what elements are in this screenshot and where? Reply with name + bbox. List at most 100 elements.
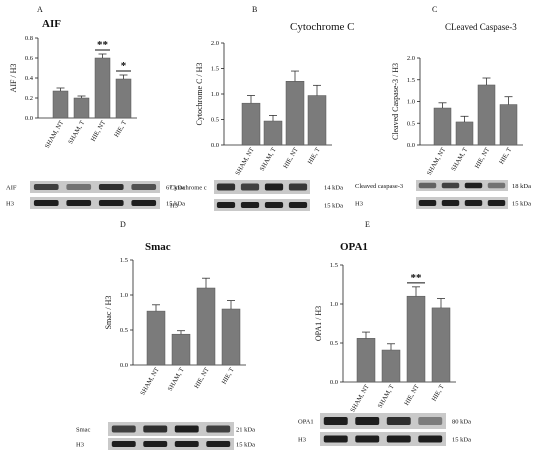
blot-strip: [320, 413, 446, 429]
panel-e: E OPA1 0.0 0.5 1.0 1.5 OPA1 / H3 SHAM, NT SHAM, …: [298, 220, 471, 446]
panel-letter: D: [120, 220, 126, 229]
bar: [499, 104, 518, 146]
x-tick-label: SHAM, NT: [44, 119, 65, 149]
blot-kda-label: 15 kDa: [512, 200, 531, 207]
blot-band: [288, 183, 308, 191]
bar: [356, 338, 376, 383]
panel-title: CLeaved Caspase-3: [445, 22, 517, 32]
blot-band: [174, 441, 199, 447]
panel-letter: E: [365, 220, 370, 229]
y-tick-label: 0.0: [407, 142, 415, 149]
y-tick-label: 1.0: [211, 91, 219, 98]
bar: [381, 349, 401, 383]
blot-band: [216, 183, 236, 191]
blot-band: [441, 182, 460, 189]
blot-kda-label: 18 kDa: [512, 183, 531, 190]
significance-marker: **: [411, 272, 423, 284]
blot-band: [323, 435, 348, 443]
y-axis-label: Cytochrome C / H3: [195, 63, 204, 126]
blot-strip: [30, 197, 160, 209]
blot-band: [418, 417, 443, 425]
blot-band: [355, 417, 380, 425]
blot-strip: [214, 199, 310, 211]
blot-band: [33, 184, 59, 190]
bar: [285, 81, 305, 146]
panel-letter: A: [37, 5, 43, 14]
blot-kda-label: 80 kDa: [452, 418, 471, 425]
x-tick-label: SHAM, T: [67, 119, 86, 145]
x-tick-label: HIE, NT: [282, 146, 299, 169]
bar: [52, 90, 69, 119]
panel-title: Smac: [145, 241, 171, 253]
x-tick-label: HIE, NT: [474, 146, 491, 169]
panel-title: AIF: [42, 18, 61, 30]
x-tick-label: HIE, T: [113, 119, 128, 138]
blot-label: H3: [76, 441, 84, 448]
y-tick-label: 1.0: [407, 99, 415, 106]
blot-band: [206, 441, 231, 447]
blot-band: [386, 435, 411, 443]
blot-band: [98, 184, 124, 190]
y-tick-label: 0.5: [211, 117, 219, 124]
y-tick-label: 0.0: [211, 142, 219, 149]
blot-band: [111, 425, 136, 433]
blot-kda-label: 21 kDa: [236, 426, 255, 433]
blot-strip: [416, 180, 508, 191]
panel-b: B Cytochrome C 0.0 0.5 1.0 1.5 2.0 Cytochrome C…: [170, 5, 354, 211]
blot-band: [240, 183, 260, 191]
blot-strip: [214, 180, 310, 194]
bar: [73, 97, 90, 119]
x-tick-label: HIE, NT: [90, 119, 107, 142]
blot-band: [98, 200, 124, 206]
bar: [196, 287, 216, 366]
y-tick-label: 0.5: [120, 327, 128, 334]
bar: [241, 102, 261, 146]
y-axis-label: AIF / H3: [9, 64, 18, 93]
blot-band: [174, 425, 199, 433]
y-tick-label: 1.5: [120, 257, 128, 264]
y-axis-label: OPA1 / H3: [314, 306, 323, 341]
x-tick-label: HIE, T: [431, 383, 446, 402]
bar: [94, 57, 111, 119]
panel-title: OPA1: [340, 241, 368, 253]
blot-band: [66, 184, 92, 190]
y-tick-label: 1.5: [407, 77, 415, 84]
y-tick-label: 2.0: [407, 55, 415, 62]
x-tick-label: SHAM, T: [450, 146, 469, 172]
y-tick-label: 0.6: [25, 55, 34, 62]
blot-band: [216, 202, 236, 208]
blot-label: OPA1: [298, 418, 314, 425]
panel-a: A AIF 0.0 0.2 0.4 0.6 0.8 AIF / H3 SHAM, NT SHAM,…: [6, 5, 185, 209]
y-axis-label: Smac / H3: [104, 296, 113, 330]
blot-strip: [320, 432, 446, 446]
blot-band: [487, 200, 506, 206]
blot-kda-label: 15 kDa: [236, 441, 255, 448]
y-tick-label: 0.2: [25, 95, 33, 102]
blot-band: [355, 435, 380, 443]
blot-strip: [30, 181, 160, 193]
x-tick-label: SHAM, NT: [349, 383, 370, 413]
blot-kda-label: 67 kDa: [166, 184, 185, 191]
blot-band: [464, 200, 483, 206]
blot-band: [418, 435, 443, 443]
blot-band: [206, 425, 231, 433]
blot-strip: [416, 197, 508, 209]
x-tick-label: HIE, T: [221, 366, 236, 385]
y-tick-label: 1.0: [330, 301, 338, 308]
blot-label: Smac: [76, 426, 91, 433]
y-tick-label: 1.0: [120, 292, 128, 299]
blot-band: [418, 200, 437, 206]
blot-label: H3: [355, 200, 363, 207]
blot-label: H3: [298, 436, 306, 443]
blot-kda-label: 14 kDa: [324, 184, 343, 191]
blot-band: [418, 182, 437, 189]
y-tick-label: 0.4: [25, 75, 34, 82]
blot-band: [323, 417, 348, 425]
blot-label: AIF: [6, 184, 17, 191]
x-tick-label: SHAM, T: [259, 146, 278, 172]
bar: [431, 307, 451, 383]
blot-band: [386, 417, 411, 425]
y-tick-label: 0.0: [330, 379, 338, 386]
blot-band: [143, 425, 168, 433]
